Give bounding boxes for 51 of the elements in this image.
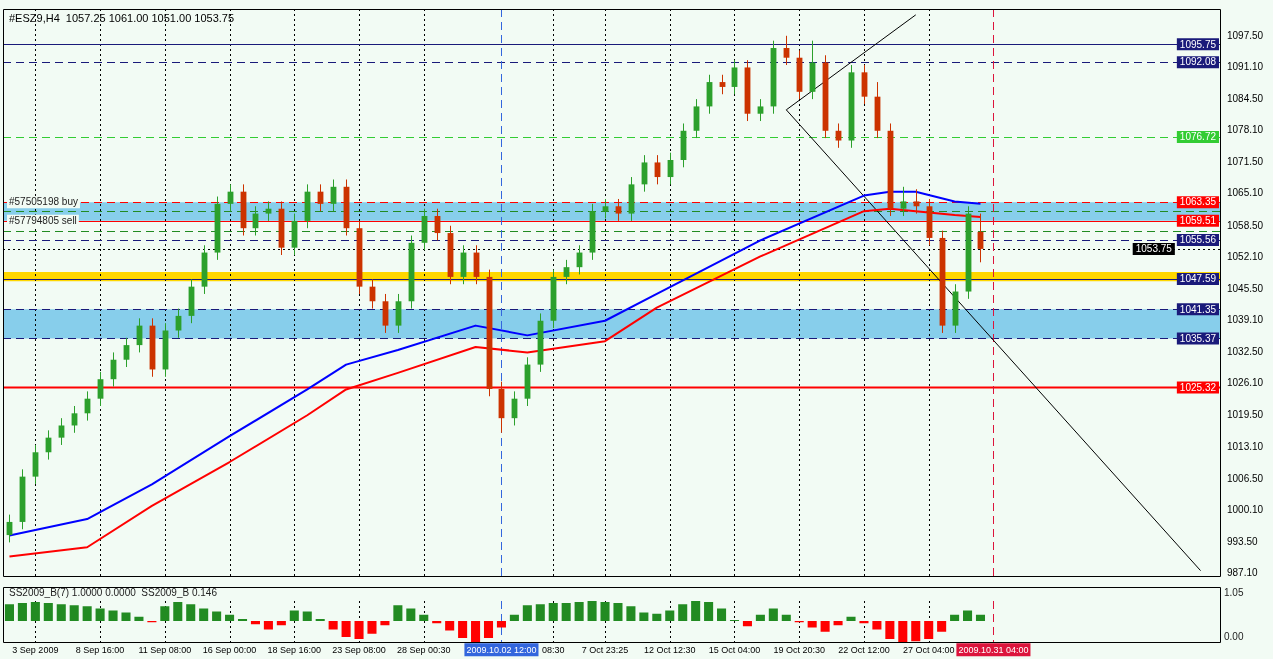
ref-line-label: 1059.51 xyxy=(1179,215,1217,227)
ref-line-label: 1092.08 xyxy=(1179,56,1217,68)
text: 0.00 xyxy=(1224,630,1244,642)
x-tick-label: 2009.10.31 04:00 xyxy=(958,645,1029,656)
x-tick-label: 22 Oct 12:00 xyxy=(838,645,890,656)
x-tick-label: 23 Sep 08:00 xyxy=(332,645,386,656)
x-tick-label: 7 Oct 23:25 xyxy=(581,645,629,656)
ref-line-label: 1055.56 xyxy=(1179,234,1217,246)
ref-line-label: 1063.35 xyxy=(1179,196,1217,208)
y-tick-label: 993.50 xyxy=(1227,536,1259,548)
ref-line-label: 1047.59 xyxy=(1179,273,1217,285)
ref-line-label: 1041.35 xyxy=(1179,303,1217,315)
x-tick-label: 16 Sep 00:00 xyxy=(202,645,257,656)
text: 1.05 xyxy=(1224,586,1244,598)
y-tick-label: 1091.10 xyxy=(1227,60,1264,72)
y-tick-label: 1052.10 xyxy=(1227,250,1264,262)
y-tick-label: 1013.10 xyxy=(1227,440,1264,452)
ref-line-label: 1035.37 xyxy=(1179,332,1217,344)
x-tick-label: 12 Oct 12:30 xyxy=(643,645,696,656)
ref-line-label: 1025.32 xyxy=(1179,381,1217,393)
y-tick-label: 1032.50 xyxy=(1227,346,1264,358)
x-tick-label: 3 Sep 2009 xyxy=(12,645,59,656)
y-tick-label: 1065.10 xyxy=(1227,187,1264,199)
ref-line-label: 1095.75 xyxy=(1179,38,1217,50)
x-tick-label: 18 Sep 16:00 xyxy=(267,645,322,656)
x-tick-label: 2009.10.02 12:00 xyxy=(466,645,537,656)
x-tick-label: 28 Sep 00:30 xyxy=(396,645,451,656)
x-tick-label: 15 Oct 04:00 xyxy=(708,645,761,656)
chart-title: #ESZ9,H4 1057.25 1061.00 1051.00 1053.75 xyxy=(9,11,235,24)
y-tick-label: 1006.50 xyxy=(1227,472,1264,484)
ref-line-label: 1076.72 xyxy=(1179,131,1217,143)
x-tick-label: 27 Oct 04:00 xyxy=(902,645,955,656)
y-tick-label: 1084.50 xyxy=(1227,92,1264,104)
y-tick-label: 1071.50 xyxy=(1227,156,1264,168)
x-tick-label: 8 Sep 16:00 xyxy=(75,645,125,656)
y-tick-label: 1000.10 xyxy=(1227,503,1264,515)
y-tick-label: 1058.50 xyxy=(1227,219,1264,231)
y-tick-label: 1078.10 xyxy=(1227,124,1264,136)
y-tick-label: 1045.50 xyxy=(1227,282,1264,294)
annotation: #57794805 sell xyxy=(9,214,77,226)
y-tick-label: 987.10 xyxy=(1227,567,1259,579)
annotation: #57505198 buy xyxy=(9,195,78,207)
x-tick-label: 19 Oct 20:30 xyxy=(773,645,825,656)
ref-line-label: 1053.75 xyxy=(1135,243,1173,255)
y-tick-label: 1097.50 xyxy=(1227,29,1264,41)
x-tick-label: 08:30 xyxy=(541,645,565,656)
y-tick-label: 1026.10 xyxy=(1227,377,1264,389)
y-tick-label: 1019.50 xyxy=(1227,409,1264,421)
y-tick-label: 1039.10 xyxy=(1227,314,1264,326)
text: SS2009_B(7) 1.0000 0.0000 SS2009_B 0.146 xyxy=(9,586,218,598)
x-tick-label: 11 Sep 08:00 xyxy=(138,645,192,656)
